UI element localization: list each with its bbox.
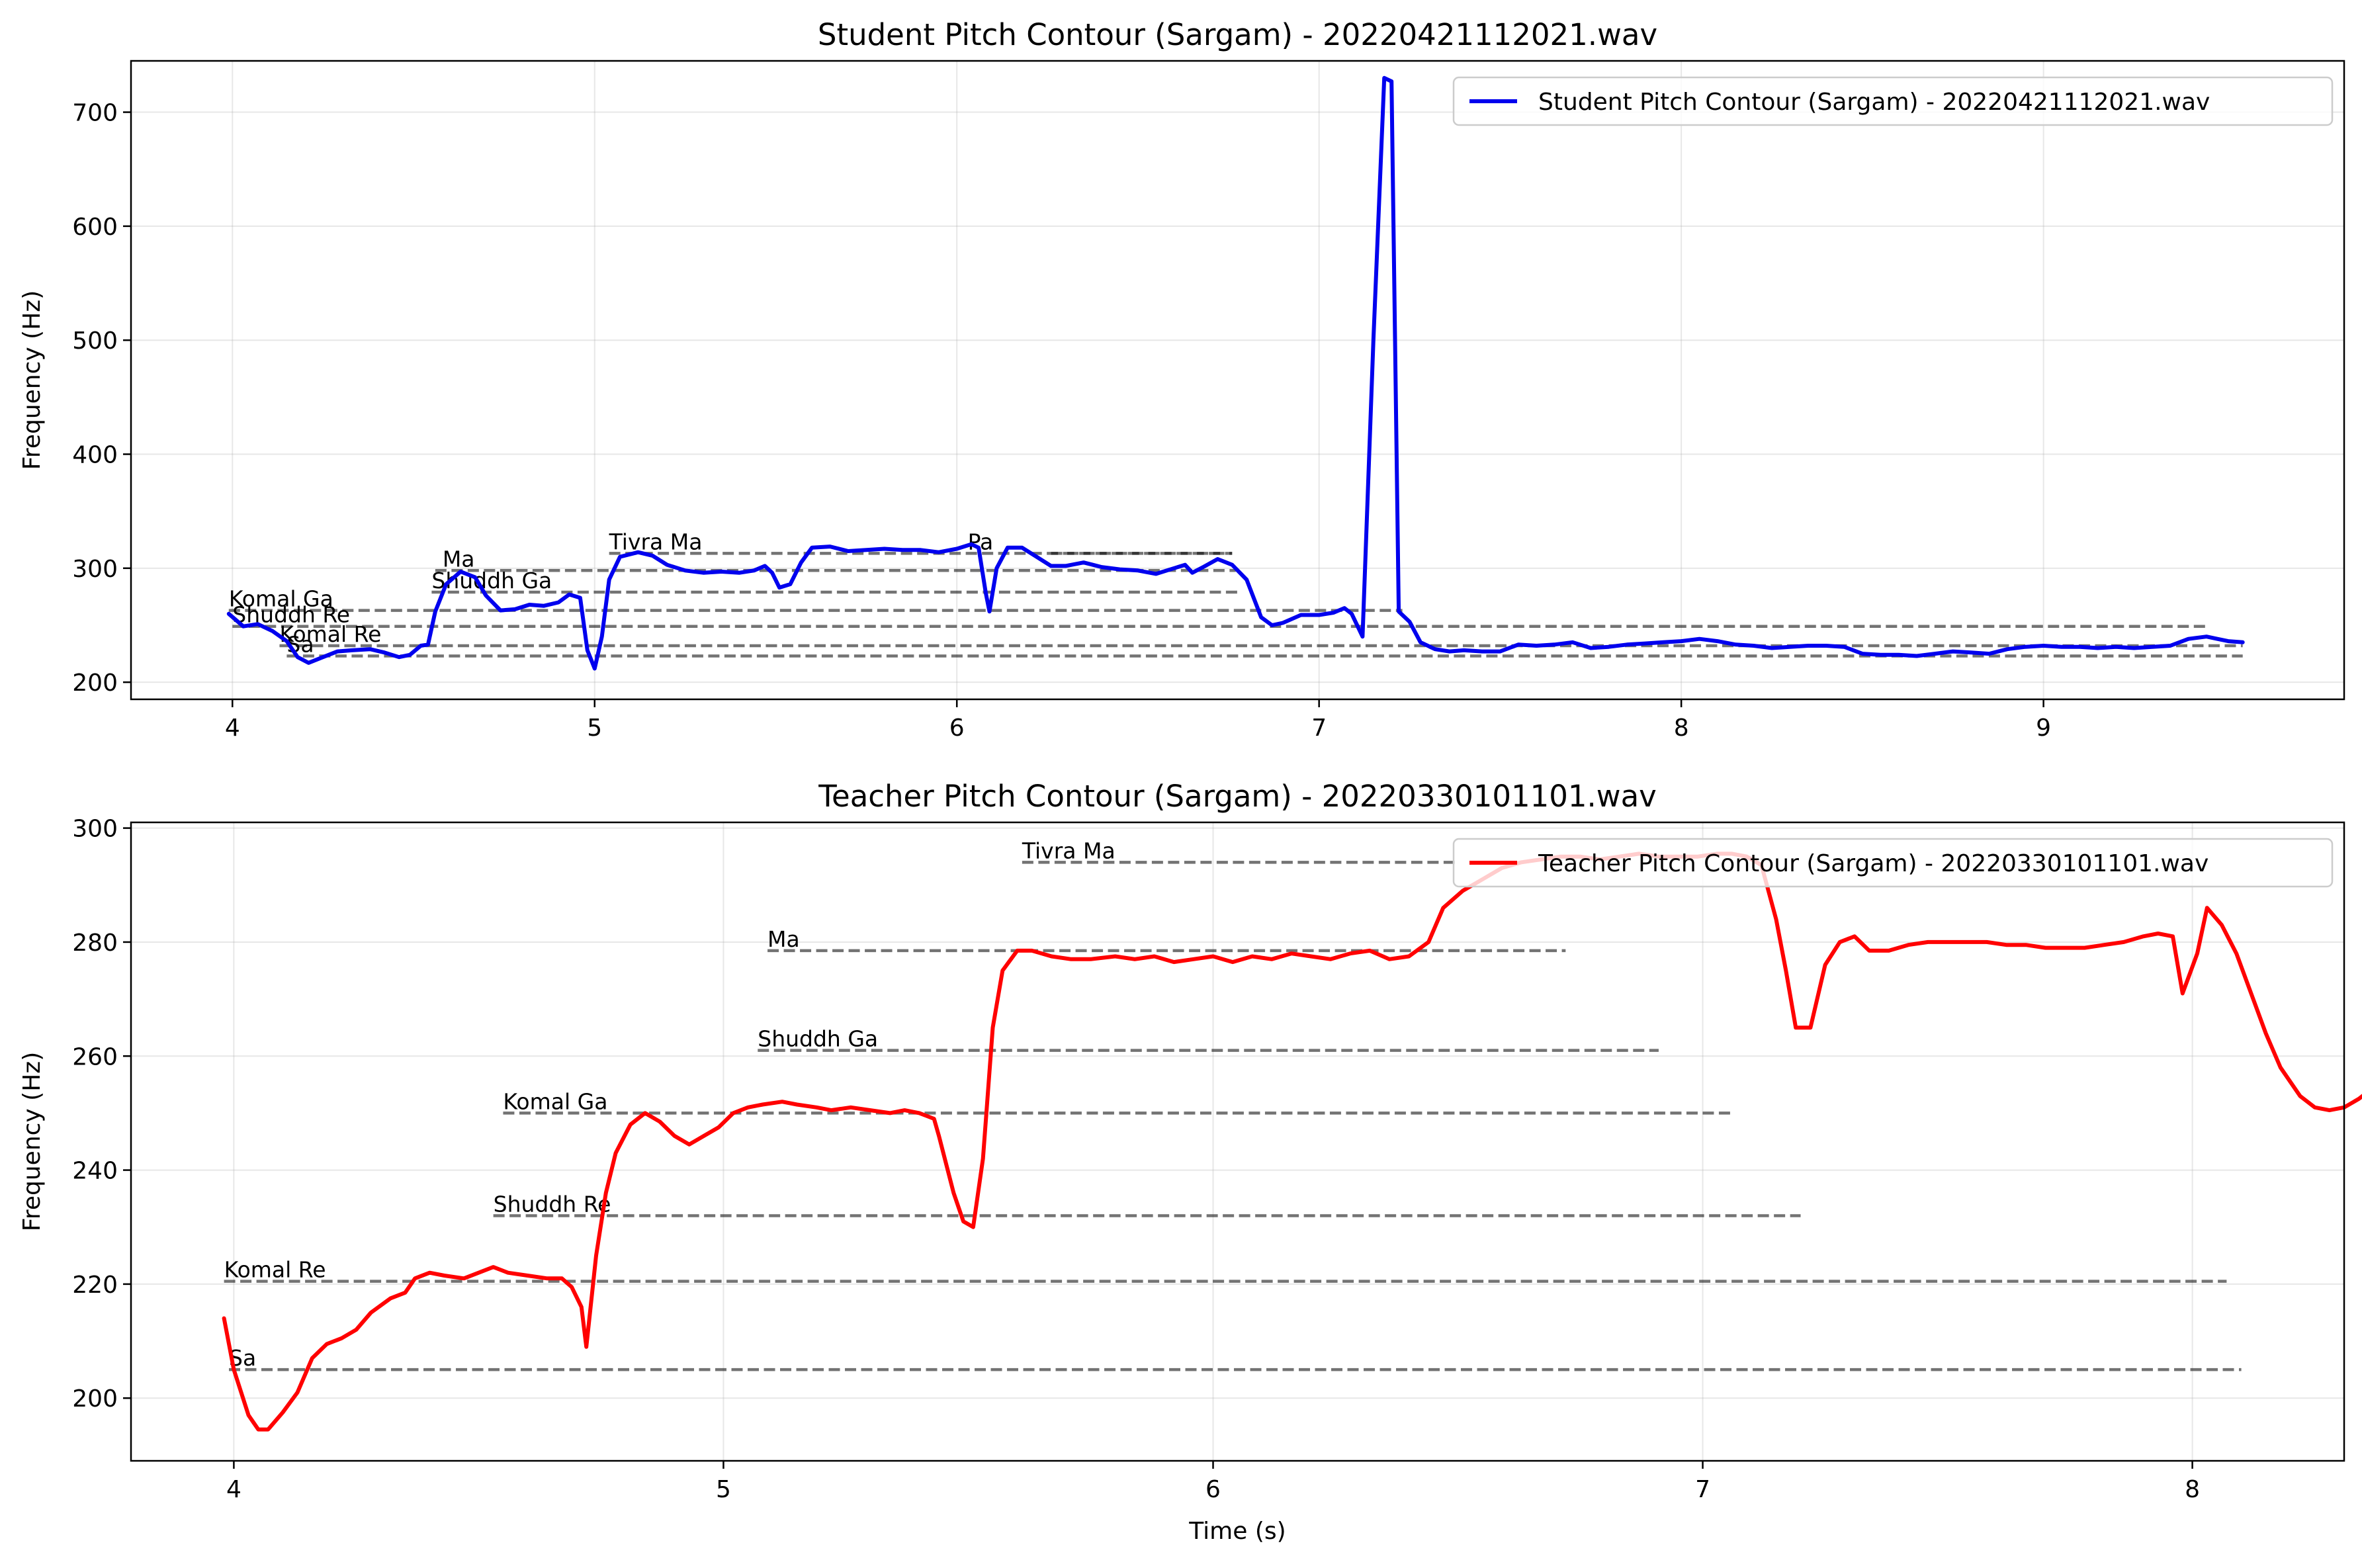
x-tick-label: 7: [1695, 1476, 1710, 1503]
x-tick-label: 5: [587, 715, 602, 742]
sargam-note-label: Komal Ga: [229, 586, 333, 612]
x-tick-label: 6: [1205, 1476, 1221, 1503]
chart-title: Teacher Pitch Contour (Sargam) - 2022033…: [818, 779, 1657, 814]
sargam-note-label: Shuddh Ga: [758, 1026, 878, 1052]
x-tick-label: 4: [226, 1476, 241, 1503]
x-tick-label: 5: [716, 1476, 731, 1503]
y-tick-label: 240: [72, 1158, 118, 1185]
x-tick-label: 8: [1674, 715, 1689, 742]
legend-label: Student Pitch Contour (Sargam) - 2022042…: [1538, 89, 2210, 116]
y-tick-label: 400: [72, 442, 118, 469]
y-axis-label: Frequency (Hz): [19, 1052, 46, 1231]
x-tick-label: 7: [1311, 715, 1327, 742]
y-tick-label: 280: [72, 930, 118, 957]
axis-ticks: 4 5 6 7 8 9 200 300 400 500 600 700: [72, 100, 2051, 742]
x-tick-label: 6: [949, 715, 965, 742]
sargam-note-label: Tivra Ma: [609, 529, 703, 554]
y-tick-label: 200: [72, 1385, 118, 1413]
x-tick-label: 8: [2185, 1476, 2200, 1503]
y-tick-label: 300: [72, 556, 118, 583]
sargam-note-label: Komal Re: [279, 621, 381, 647]
grid-lines: [131, 822, 2344, 1461]
y-tick-label: 600: [72, 214, 118, 241]
y-axis-label: Frequency (Hz): [19, 290, 46, 470]
x-axis-label: Time (s): [1188, 1518, 1286, 1545]
pitch-contour-line: [226, 75, 2245, 671]
legend-label: Teacher Pitch Contour (Sargam) - 2022033…: [1538, 850, 2209, 877]
grid-lines: [131, 61, 2344, 699]
y-tick-label: 220: [72, 1272, 118, 1299]
y-tick-label: 200: [72, 670, 118, 697]
y-tick-label: 500: [72, 327, 118, 355]
y-tick-label: 300: [72, 816, 118, 843]
chart-title: Student Pitch Contour (Sargam) - 2022042…: [818, 17, 1657, 52]
sargam-note-label: Tivra Ma: [1022, 838, 1115, 863]
x-tick-label: 9: [2036, 715, 2051, 742]
x-tick-label: 4: [225, 715, 240, 742]
legend-box: [1452, 76, 2334, 126]
axes-frame: [130, 60, 2345, 701]
axis-ticks: 4 5 6 7 8 200 220 240 260 280 300: [72, 816, 2200, 1503]
sargam-note-label: Ma: [767, 926, 800, 952]
legend: Teacher Pitch Contour (Sargam) - 2022033…: [1452, 838, 2334, 888]
sargam-note-label: Komal Re: [224, 1257, 326, 1283]
sargam-note-label: Ma: [443, 546, 475, 572]
y-tick-label: 700: [72, 100, 118, 127]
legend-box: [1452, 838, 2334, 888]
pitch-contour-line: [222, 851, 2362, 1432]
axes-frame: [130, 821, 2345, 1462]
sargam-note-label: Shuddh Re: [494, 1192, 611, 1217]
sargam-reference-lines: Tivra Ma Ma Shuddh Ga Komal Ga Shuddh Re Koma…: [224, 838, 2242, 1372]
y-tick-label: 260: [72, 1043, 118, 1070]
legend: Student Pitch Contour (Sargam) - 2022042…: [1452, 76, 2334, 126]
sargam-note-label: Komal Ga: [503, 1088, 607, 1114]
teacher-pitch-panel: Tivra Ma Ma Shuddh Ga Komal Ga Shuddh Re Koma…: [19, 779, 2362, 1545]
